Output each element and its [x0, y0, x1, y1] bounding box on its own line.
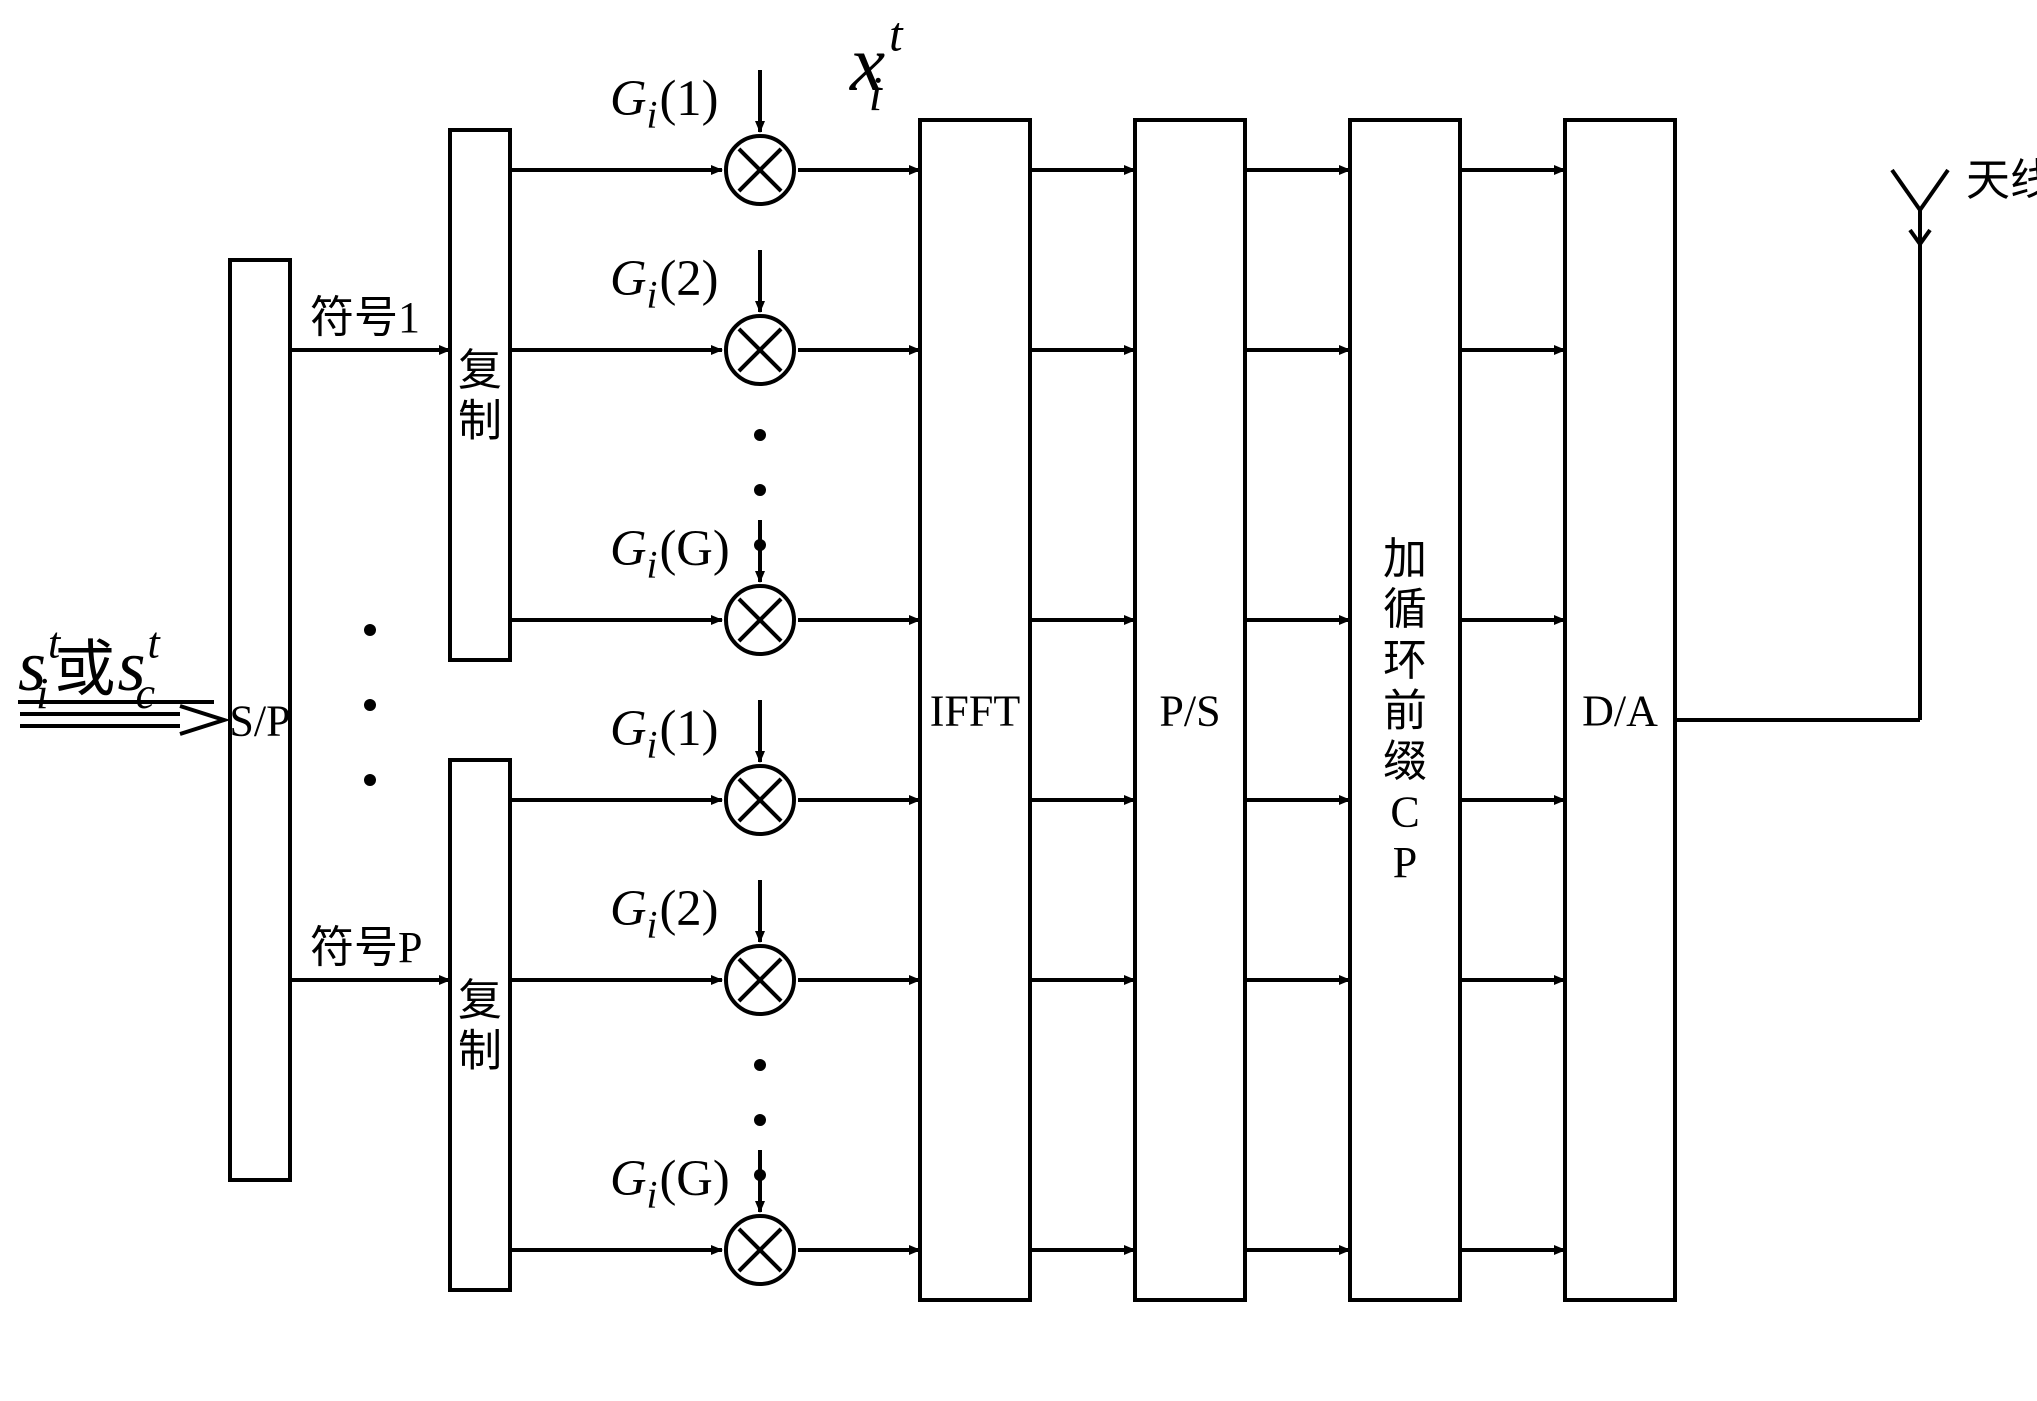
- block-label-char: P: [1393, 838, 1417, 887]
- block-label-char: 循: [1383, 585, 1427, 634]
- block-label: IFFT: [930, 686, 1021, 735]
- block-label-char: C: [1390, 788, 1419, 837]
- block-label-char: 前: [1383, 686, 1427, 735]
- signal-chain-diagram: sti或stcS/P复制复制IFFTP/S加循环前缀CPD/A符号1符号PGi(…: [0, 0, 2037, 1401]
- block-label: D/A: [1582, 686, 1658, 735]
- block-label-char: 环: [1383, 636, 1427, 685]
- sp-branch-label: 符号P: [310, 923, 422, 972]
- svg-text:Gi(2): Gi(2): [610, 880, 718, 947]
- block-label-char: 复: [458, 346, 502, 395]
- block-label-char: 加: [1383, 535, 1427, 584]
- block-label-char: 制: [458, 397, 502, 446]
- svg-text:Gi(2): Gi(2): [610, 250, 718, 317]
- svg-text:Gi(1): Gi(1): [610, 70, 718, 137]
- svg-text:Gi(1): Gi(1): [610, 700, 718, 767]
- svg-text:xti: xti: [849, 8, 904, 120]
- svg-text:Gi(G): Gi(G): [610, 1150, 730, 1217]
- svg-text:天线: 天线: [1966, 156, 2037, 205]
- svg-text:Gi(G): Gi(G): [610, 520, 730, 587]
- block-label-char: 缀: [1383, 737, 1427, 786]
- sp-branch-label: 符号1: [310, 293, 420, 342]
- block-label: S/P: [229, 696, 290, 745]
- block-label: P/S: [1159, 686, 1220, 735]
- block-label-char: 制: [458, 1027, 502, 1076]
- block-label-char: 复: [458, 976, 502, 1025]
